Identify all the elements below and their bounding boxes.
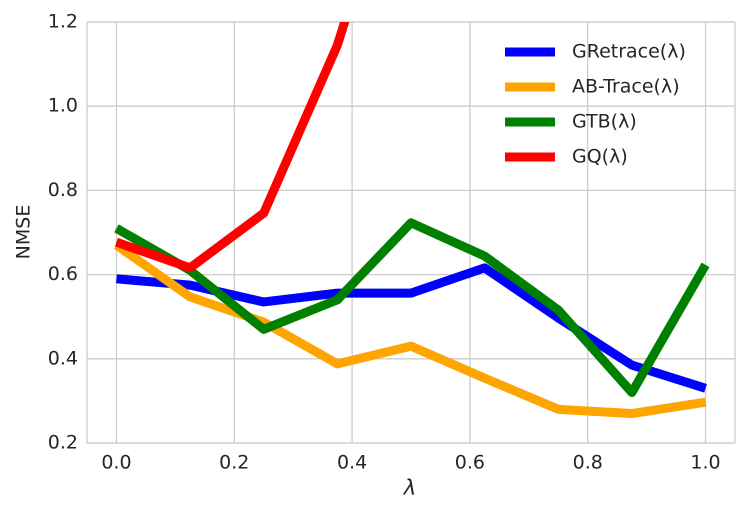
y-tick-label: 1.2 bbox=[48, 11, 78, 33]
data-line bbox=[113, 241, 707, 419]
legend-label: GRetrace(λ) bbox=[572, 41, 686, 63]
y-tick-label: 0.2 bbox=[48, 432, 78, 454]
data-line bbox=[114, 22, 350, 273]
y-tick-label: 1.0 bbox=[48, 95, 78, 117]
legend-label: GTB(λ) bbox=[572, 111, 637, 133]
x-axis-label: λ bbox=[403, 476, 416, 500]
y-tick-label: 0.8 bbox=[48, 179, 78, 201]
legend-label: GQ(λ) bbox=[572, 146, 628, 168]
plot-area bbox=[113, 22, 710, 419]
y-tick-label: 0.4 bbox=[48, 347, 78, 369]
x-tick-label: 1.0 bbox=[690, 452, 720, 474]
x-tick-label: 0.2 bbox=[219, 452, 249, 474]
x-tick-label: 0.6 bbox=[455, 452, 485, 474]
data-line bbox=[114, 218, 710, 397]
labels: 0.2 0.4 0.6 0.8 1.0 1.2 0.0 0.2 0.4 0.6 0.8 1.0 GRet… bbox=[48, 11, 721, 474]
y-tick-label: 0.6 bbox=[48, 263, 78, 285]
x-tick-label: 0.8 bbox=[573, 452, 603, 474]
x-tick-label: 0.4 bbox=[337, 452, 367, 474]
x-tick-label: 0.0 bbox=[101, 452, 131, 474]
grid bbox=[86, 21, 736, 444]
y-axis-label: NMSE bbox=[13, 205, 35, 260]
legend-label: AB-Trace(λ) bbox=[572, 76, 680, 98]
